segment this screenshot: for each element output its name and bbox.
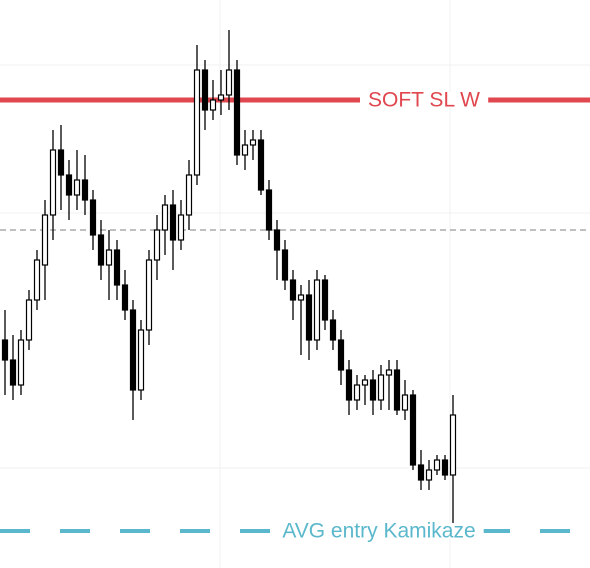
candle-body	[361, 379, 369, 386]
candle-body	[377, 374, 385, 401]
candle-body	[161, 204, 169, 231]
candle-body	[113, 249, 121, 286]
level-label-bg	[274, 523, 484, 539]
candle-body	[369, 379, 377, 401]
level-label: AVG entry Kamikaze	[282, 520, 475, 543]
candle-body	[129, 309, 137, 391]
candle-body	[1, 339, 9, 361]
candle-body	[385, 369, 393, 376]
candle-body	[153, 229, 161, 261]
candle-body	[417, 464, 425, 481]
candle-body	[297, 294, 305, 301]
candle-body	[249, 139, 257, 146]
candle-body	[321, 279, 329, 321]
candle-body	[121, 284, 129, 311]
candle-body	[145, 259, 153, 331]
candle-body	[273, 229, 281, 251]
candle-body	[393, 369, 401, 411]
candle-body	[177, 214, 185, 241]
candle-body	[281, 249, 289, 281]
candle-body	[25, 299, 33, 341]
candle-body	[449, 414, 457, 476]
candle-body	[57, 149, 65, 176]
candle-body	[169, 204, 177, 241]
candle-body	[193, 69, 201, 176]
candle-body	[73, 179, 81, 196]
candle-body	[97, 234, 105, 266]
candle-body	[185, 174, 193, 216]
candle-body	[217, 94, 225, 101]
candle-body	[305, 294, 313, 341]
candle-body	[257, 139, 265, 191]
candle-body	[329, 319, 337, 341]
candle-body	[81, 179, 89, 201]
candle-body	[9, 359, 17, 386]
candle-body	[105, 249, 113, 266]
candle-body	[313, 279, 321, 341]
candle-body	[233, 69, 241, 156]
candle-body	[289, 279, 297, 301]
candle-body	[33, 259, 41, 301]
candle-body	[209, 99, 217, 111]
candle-body	[425, 469, 433, 481]
candle-body	[41, 214, 49, 266]
level-label-bg	[359, 92, 489, 108]
candle-body	[65, 174, 73, 196]
candle-body	[337, 339, 345, 371]
candle-body	[241, 144, 249, 156]
candle-body	[401, 394, 409, 411]
candle-body	[345, 369, 353, 401]
level-label: SOFT SL W	[368, 89, 480, 112]
candle-body	[265, 189, 273, 231]
candle-body	[409, 394, 417, 466]
candle-body	[353, 384, 361, 401]
candle-body	[433, 459, 441, 471]
candle-body	[201, 69, 209, 111]
candle-body	[17, 339, 25, 386]
candle-body	[225, 69, 233, 96]
candle-body	[89, 199, 97, 236]
candle-body	[137, 329, 145, 391]
candle-body	[49, 149, 57, 216]
candle-body	[441, 459, 449, 476]
